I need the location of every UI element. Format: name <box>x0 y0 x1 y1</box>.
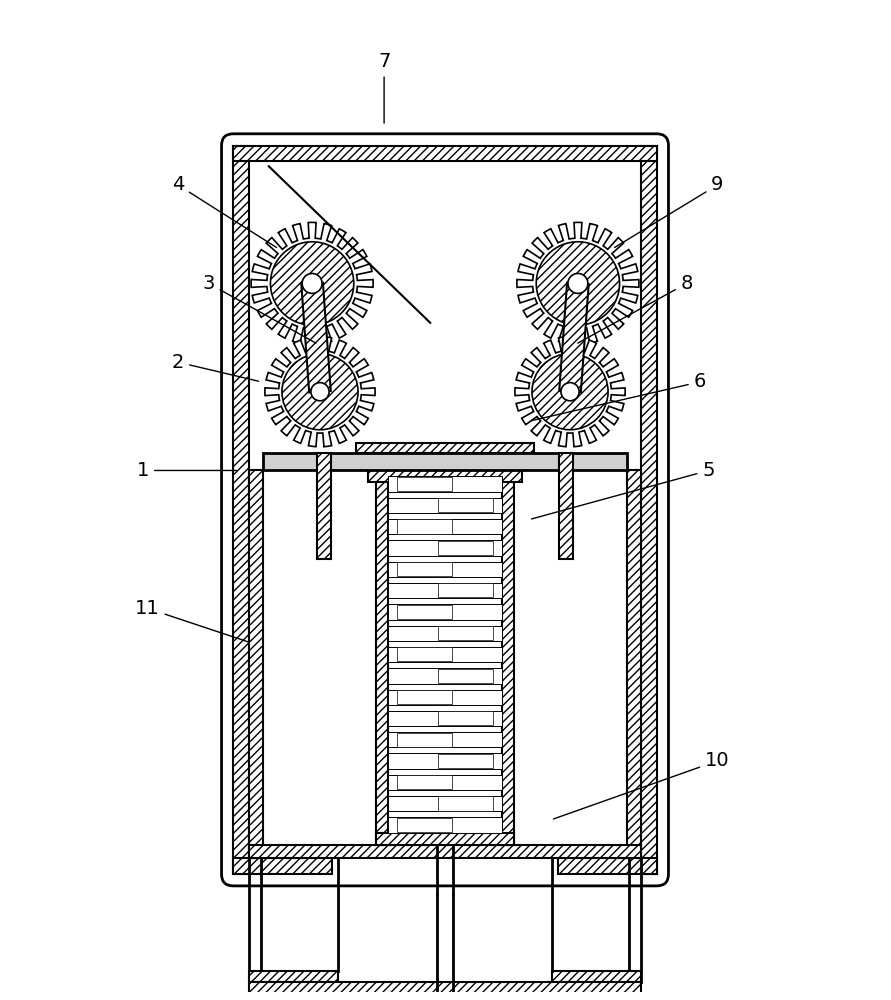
Bar <box>438 626 493 640</box>
Bar <box>438 583 493 597</box>
Bar <box>388 583 503 598</box>
Bar <box>438 498 493 512</box>
Bar <box>388 604 503 620</box>
Bar <box>397 818 452 832</box>
Bar <box>388 775 503 790</box>
Circle shape <box>302 273 322 293</box>
Bar <box>388 540 503 556</box>
Bar <box>397 477 452 491</box>
Bar <box>627 470 641 858</box>
Bar <box>388 668 503 684</box>
Bar <box>356 443 534 453</box>
Bar <box>368 467 522 482</box>
Text: 1: 1 <box>136 461 237 480</box>
Bar <box>388 711 503 726</box>
Bar <box>249 845 641 858</box>
Text: 2: 2 <box>172 353 258 381</box>
Bar <box>641 146 657 874</box>
Bar <box>438 754 493 768</box>
Bar <box>263 453 627 470</box>
Polygon shape <box>251 222 373 344</box>
Bar <box>233 146 249 874</box>
Bar <box>388 626 503 641</box>
Bar <box>559 858 657 874</box>
Bar <box>388 647 503 662</box>
Bar <box>397 562 452 576</box>
Bar <box>376 470 388 845</box>
Bar <box>388 796 503 811</box>
Bar <box>397 733 452 747</box>
Bar <box>249 982 641 994</box>
Text: 8: 8 <box>577 274 693 343</box>
Circle shape <box>532 354 608 430</box>
FancyBboxPatch shape <box>222 134 668 886</box>
Bar <box>397 519 452 534</box>
Text: 9: 9 <box>615 175 723 248</box>
Bar <box>560 453 573 559</box>
Text: 4: 4 <box>172 175 276 247</box>
Bar <box>397 605 452 619</box>
Circle shape <box>271 242 354 325</box>
Bar <box>249 470 263 858</box>
Text: 3: 3 <box>202 274 316 343</box>
Polygon shape <box>517 222 639 344</box>
Circle shape <box>311 383 329 401</box>
Bar <box>503 470 514 845</box>
Bar <box>388 476 503 492</box>
Bar <box>388 690 503 705</box>
Bar <box>233 858 331 874</box>
Bar <box>388 498 503 513</box>
Bar <box>397 647 452 661</box>
Bar <box>397 690 452 704</box>
Polygon shape <box>265 337 375 447</box>
Text: 6: 6 <box>532 372 706 421</box>
Polygon shape <box>301 283 331 393</box>
Bar <box>376 833 514 845</box>
Polygon shape <box>515 337 625 447</box>
Bar <box>388 817 503 833</box>
Bar <box>438 711 493 725</box>
Text: 10: 10 <box>553 751 730 819</box>
Bar <box>438 669 493 683</box>
Bar <box>388 519 503 534</box>
Bar <box>397 775 452 789</box>
Bar <box>233 146 657 161</box>
Text: 7: 7 <box>378 52 390 123</box>
Text: 11: 11 <box>135 599 249 642</box>
Bar <box>249 971 338 982</box>
Bar <box>438 541 493 555</box>
Bar <box>388 732 503 747</box>
Bar <box>388 753 503 769</box>
Circle shape <box>536 242 619 325</box>
Bar <box>317 453 331 559</box>
Bar <box>438 796 493 811</box>
Circle shape <box>568 273 588 293</box>
Text: 5: 5 <box>532 461 715 519</box>
Circle shape <box>282 354 358 430</box>
Circle shape <box>561 383 579 401</box>
Polygon shape <box>560 283 589 393</box>
Bar <box>388 562 503 577</box>
Bar <box>552 971 641 982</box>
